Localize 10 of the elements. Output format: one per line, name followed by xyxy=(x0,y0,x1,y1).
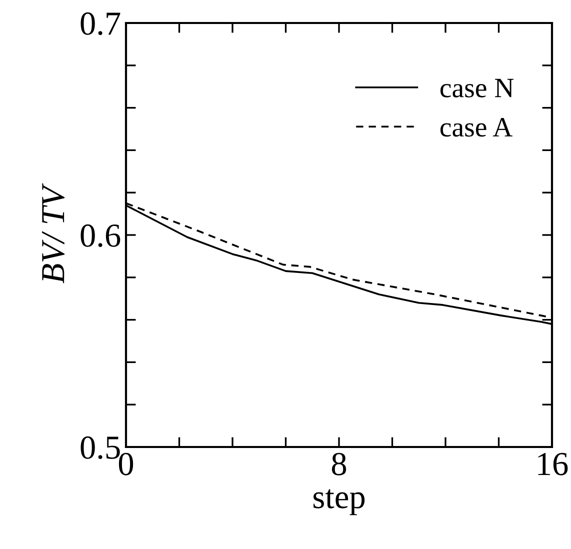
y-axis-title: BV/ TV xyxy=(42,183,65,284)
legend-label: case A xyxy=(440,118,512,137)
y-tick-label: 0.5 xyxy=(80,436,120,460)
x-tick-label: 16 xyxy=(538,452,568,476)
y-tick-label: 0.6 xyxy=(80,224,120,248)
x-tick-label: 0 xyxy=(118,452,134,476)
x-tick-label: 8 xyxy=(332,452,346,476)
x-axis-title: step xyxy=(314,489,365,516)
y-tick-label: 0.7 xyxy=(80,12,120,36)
legend-label: case N xyxy=(440,78,514,98)
